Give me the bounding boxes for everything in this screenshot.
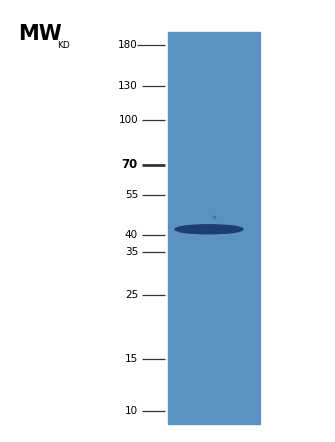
Ellipse shape <box>175 225 243 234</box>
Text: MW: MW <box>18 24 62 44</box>
Text: 70: 70 <box>122 158 138 171</box>
Bar <box>168 32 260 424</box>
Text: 100: 100 <box>118 114 138 125</box>
Text: 55: 55 <box>125 190 138 200</box>
Text: 25: 25 <box>125 290 138 300</box>
Text: 35: 35 <box>125 248 138 257</box>
Text: 180: 180 <box>118 40 138 50</box>
Text: 40: 40 <box>125 230 138 240</box>
Text: 15: 15 <box>125 354 138 364</box>
Text: KD: KD <box>57 41 70 50</box>
Text: 10: 10 <box>125 406 138 415</box>
Text: 130: 130 <box>118 81 138 91</box>
